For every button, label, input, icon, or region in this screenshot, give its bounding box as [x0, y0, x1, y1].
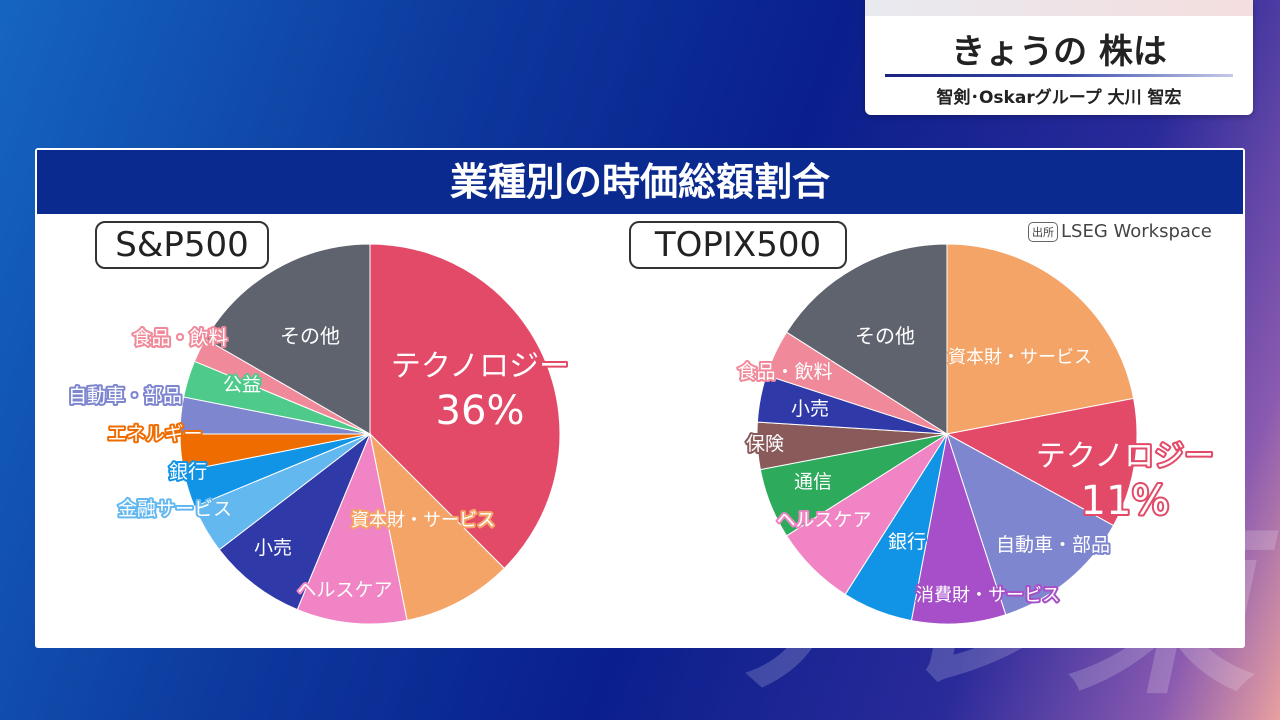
pie-charts: テクノロジー36%資本財・サービスヘルスケア小売金融サービス銀行エネルギー自動車…	[66, 243, 1216, 625]
program-caption: きょうの 株は 智剣･Oskarグループ 大川 智宏	[865, 0, 1253, 115]
source-text: LSEG Workspace	[1061, 221, 1212, 242]
pie-slice	[369, 432, 506, 621]
slice-label: 保険	[746, 433, 784, 455]
slice-label: エネルギー	[107, 423, 202, 445]
slice-label: 小売	[791, 398, 829, 420]
slice-label: 自動車・部品	[68, 385, 182, 407]
slice-label: 消費財・サービス	[916, 585, 1060, 606]
source-note: 出所 LSEG Workspace	[1028, 221, 1212, 242]
card-header: 業種別の時価総額割合	[37, 150, 1243, 214]
slice-label: 自動車・部品	[996, 534, 1110, 556]
slice-label: 金融サービス	[118, 498, 232, 520]
slice-label: 銀行	[169, 461, 207, 483]
slice-label: 通信	[794, 471, 832, 493]
slice-label: テクノロジー	[391, 349, 569, 384]
slice-label: 食品・飲料	[132, 327, 227, 349]
pie-slice	[204, 243, 371, 435]
slice-label: 公益	[223, 374, 261, 396]
slice-label: 資本財・サービス	[948, 347, 1092, 368]
slice-label: 小売	[254, 537, 292, 559]
slice-label: その他	[280, 324, 340, 348]
pie-slice	[218, 432, 372, 611]
slice-value-label: 11%	[1081, 478, 1170, 524]
slice-label: ヘルスケア	[776, 509, 871, 531]
chart-title-sp500: S&P500	[95, 221, 269, 269]
caption-divider	[885, 74, 1233, 77]
slice-label: 食品・飲料	[737, 361, 832, 383]
card-title: 業種別の時価総額割合	[449, 160, 830, 204]
slice-value-label: 36%	[436, 388, 525, 434]
pie-slice	[369, 243, 561, 570]
slice-label: 資本財・サービス	[351, 510, 495, 531]
chart-card: 業種別の時価総額割合 出所 LSEG Workspace テクノロジー 36% 資本…	[35, 148, 1245, 648]
source-tag: 出所	[1028, 221, 1058, 242]
caption-strip	[865, 0, 1253, 16]
slice-label: その他	[855, 324, 915, 348]
pie-slice	[910, 433, 1007, 625]
slice-label: テクノロジー	[1036, 439, 1214, 474]
slice-label: ヘルスケア	[297, 579, 392, 601]
chart-title-topix500: TOPIX500	[629, 221, 847, 269]
pie-slice	[945, 397, 1138, 527]
pie-slice	[946, 432, 1115, 616]
slice-label: 銀行	[888, 531, 926, 553]
pie-slice	[296, 432, 408, 625]
pie-slice	[946, 243, 1135, 435]
caption-subtitle: 智剣･Oskarグループ 大川 智宏	[936, 88, 1182, 108]
pie-slice	[785, 243, 948, 435]
caption-title: きょうの 株は	[951, 32, 1167, 72]
